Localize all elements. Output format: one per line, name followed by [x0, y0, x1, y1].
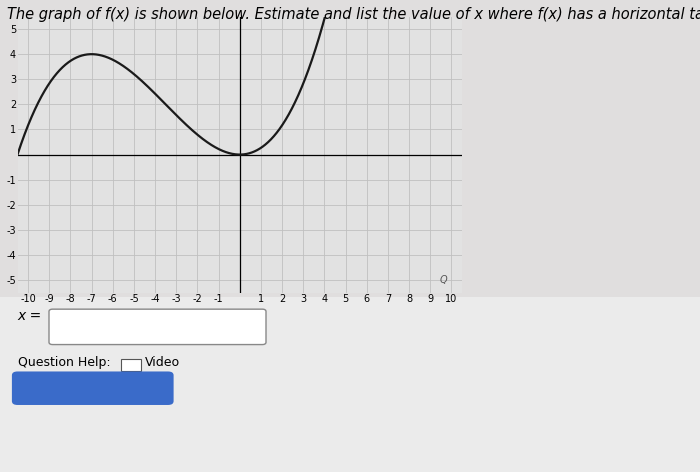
Text: Video: Video	[145, 356, 180, 370]
Text: Question Help:: Question Help:	[18, 356, 110, 370]
Text: Q: Q	[440, 275, 447, 285]
Text: Submit Question: Submit Question	[30, 381, 155, 395]
Text: The graph of f(x) is shown below. Estimate and list the value of x where f(x) ha: The graph of f(x) is shown below. Estima…	[7, 7, 700, 22]
Text: x =: x =	[18, 309, 42, 323]
Text: ▶: ▶	[128, 360, 134, 369]
